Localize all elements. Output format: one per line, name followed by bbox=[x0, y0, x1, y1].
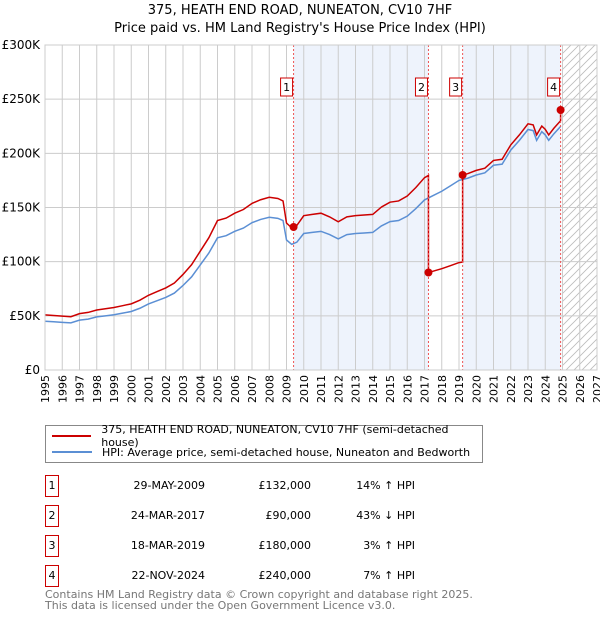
sale-date: 29-MAY-2009 bbox=[133, 479, 205, 492]
x-tick-label: 2002 bbox=[160, 375, 173, 403]
x-tick-label: 1998 bbox=[91, 375, 104, 403]
sale-date: 22-NOV-2024 bbox=[131, 569, 205, 582]
price-chart: 1995 1996 1997 1998 1999 2000 2001 2002 2003 2004… bbox=[2, 38, 600, 403]
x-tick-label: 2018 bbox=[436, 375, 449, 403]
sale-hpi-change: 43% ↓ HPI bbox=[356, 509, 415, 522]
sale-point bbox=[458, 171, 467, 179]
sale-point bbox=[289, 223, 298, 231]
chart-title: 375, HEATH END ROAD, NUNEATON, CV10 7HF bbox=[147, 3, 453, 18]
legend-item-hpi: HPI: Average price, semi-detached house,… bbox=[52, 444, 470, 460]
chart-subtitle: Price paid vs. HM Land Registry's House … bbox=[114, 21, 486, 36]
x-tick-label: 2013 bbox=[350, 375, 363, 403]
x-tick-label: 2021 bbox=[488, 375, 501, 403]
sale-point bbox=[424, 268, 433, 277]
sale-price: £180,000 bbox=[258, 539, 312, 552]
plot-border bbox=[44, 44, 598, 371]
sale-date: 18-MAR-2019 bbox=[130, 539, 205, 552]
x-tick-label: 2009 bbox=[281, 375, 294, 403]
sale-hpi-change: 7% ↑ HPI bbox=[363, 569, 415, 582]
y-tick-label: £300K bbox=[2, 38, 42, 52]
x-tick-label: 2000 bbox=[125, 375, 138, 403]
legend-swatch-property bbox=[52, 435, 92, 437]
sale-marker-box bbox=[449, 77, 463, 97]
x-tick-label: 1995 bbox=[39, 375, 52, 403]
x-tick-label: 2023 bbox=[522, 375, 535, 403]
x-tick-label: 2014 bbox=[367, 375, 380, 403]
footer: Contains HM Land Registry data © Crown c… bbox=[45, 589, 473, 611]
sale-hpi-change: 3% ↑ HPI bbox=[363, 539, 415, 552]
sale-marker-label: 1 bbox=[283, 81, 290, 94]
property-line bbox=[44, 109, 562, 318]
x-tick-label: 2011 bbox=[315, 375, 328, 403]
sale-marker-box bbox=[280, 77, 294, 97]
hpi-line bbox=[44, 125, 562, 324]
legend-label-property: 375, HEATH END ROAD, NUNEATON, CV10 7HF … bbox=[101, 423, 449, 449]
x-tick-label: 2024 bbox=[539, 375, 552, 403]
legend: 375, HEATH END ROAD, NUNEATON, CV10 7HF … bbox=[45, 423, 483, 463]
x-tick-label: 2005 bbox=[212, 375, 225, 403]
legend-item-property: 375, HEATH END ROAD, NUNEATON, CV10 7HF … bbox=[52, 423, 482, 449]
sale-marker-label: 3 bbox=[452, 81, 459, 94]
x-tick-label: 2006 bbox=[229, 375, 242, 403]
sale-number: 3 bbox=[45, 535, 59, 557]
x-tick-label: 2027 bbox=[591, 375, 600, 403]
legend-label-hpi: HPI: Average price, semi-detached house,… bbox=[102, 445, 471, 459]
x-tick-label: 2007 bbox=[246, 375, 259, 403]
footer-line-2: This data is licensed under the Open Gov… bbox=[45, 599, 396, 612]
x-tick-label: 2003 bbox=[177, 375, 190, 403]
x-tick-label: 2001 bbox=[143, 375, 156, 403]
x-tick-label: 2025 bbox=[557, 375, 570, 403]
x-tick-label: 2017 bbox=[419, 375, 432, 403]
x-tick-label: 1997 bbox=[74, 375, 87, 403]
x-tick-label: 1996 bbox=[56, 375, 69, 403]
sale-hpi-change: 14% ↑ HPI bbox=[356, 479, 415, 492]
x-tick-label: 1999 bbox=[108, 375, 121, 403]
x-tick-label: 2022 bbox=[505, 375, 518, 403]
x-tick-label: 2015 bbox=[384, 375, 397, 403]
x-tick-label: 2019 bbox=[453, 375, 466, 403]
legend-swatch-hpi bbox=[52, 451, 92, 453]
sale-marker-box bbox=[414, 77, 428, 97]
y-tick-label: £250K bbox=[2, 92, 42, 106]
sale-date: 24-MAR-2017 bbox=[130, 509, 205, 522]
x-tick-label: 2010 bbox=[298, 375, 311, 403]
x-tick-label: 2026 bbox=[574, 375, 587, 403]
y-tick-label: £100K bbox=[2, 255, 42, 269]
sale-marker-box bbox=[547, 77, 561, 97]
sale-number: 1 bbox=[45, 475, 59, 497]
sale-price: £240,000 bbox=[258, 569, 312, 582]
y-tick-label: £50K bbox=[9, 309, 41, 323]
sale-point bbox=[556, 106, 565, 114]
x-tick-label: 2020 bbox=[470, 375, 483, 403]
sale-marker-label: 2 bbox=[418, 81, 425, 94]
x-tick-label: 2008 bbox=[263, 375, 276, 403]
sale-price: £132,000 bbox=[258, 479, 312, 492]
y-tick-label: £150K bbox=[2, 201, 42, 215]
x-tick-label: 2016 bbox=[401, 375, 414, 403]
y-tick-label: £200K bbox=[2, 146, 42, 160]
sale-price: £90,000 bbox=[265, 509, 312, 522]
sale-marker-label: 4 bbox=[550, 81, 557, 94]
sale-number: 2 bbox=[45, 505, 59, 527]
y-tick-label: £0 bbox=[25, 363, 40, 377]
sale-number: 4 bbox=[45, 565, 59, 587]
footer-line-1: Contains HM Land Registry data © Crown c… bbox=[45, 588, 473, 601]
x-tick-label: 2004 bbox=[194, 375, 207, 403]
x-tick-label: 2012 bbox=[332, 375, 345, 403]
